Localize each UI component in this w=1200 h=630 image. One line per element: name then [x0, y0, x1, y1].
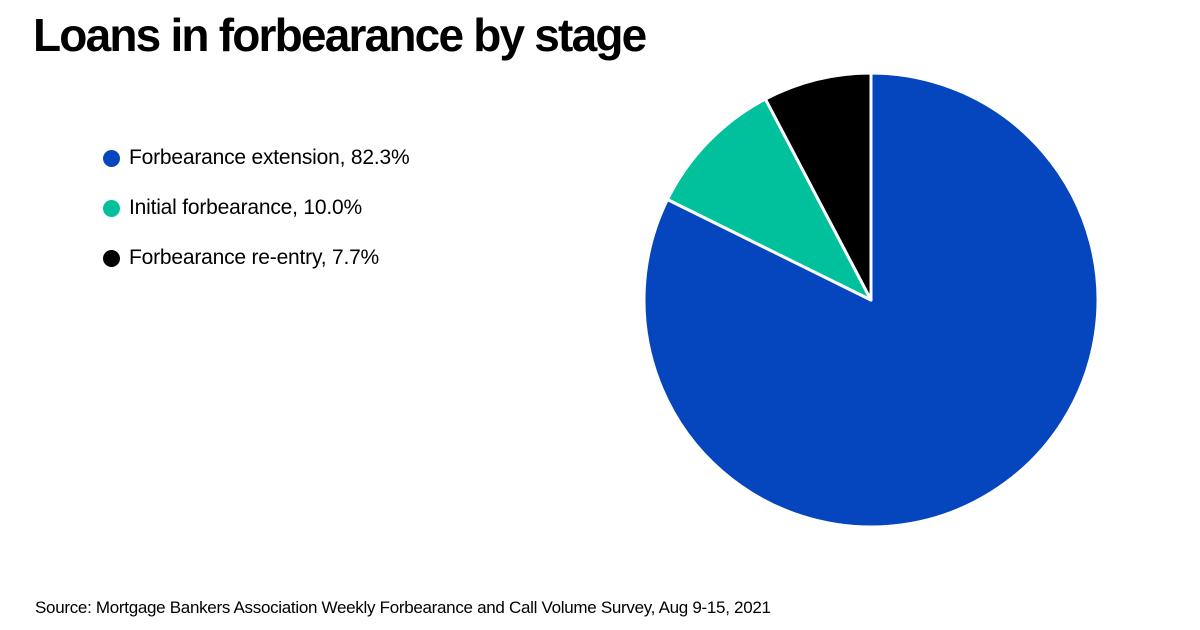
legend-item: Forbearance re-entry, 7.7%: [103, 246, 409, 270]
pie-chart-svg: [642, 71, 1100, 529]
legend-dot-initial-forbearance: [103, 199, 120, 217]
page-title: Loans in forbearance by stage: [33, 9, 647, 61]
legend-item: Initial forbearance, 10.0%: [103, 196, 409, 220]
pie-chart: [641, 70, 1101, 530]
pie-slice-2: [763, 71, 873, 302]
legend-item: Forbearance extension, 82.3%: [103, 146, 410, 170]
legend-dot-forbearance-extension: [103, 149, 120, 167]
legend: Forbearance extension, 82.3% Initial for…: [103, 146, 410, 296]
legend-item-label: Initial forbearance, 10.0%: [129, 196, 362, 219]
legend-item-label: Forbearance extension, 82.3%: [129, 146, 410, 169]
pie-slices: [642, 71, 1100, 529]
source-note: Source: Mortgage Bankers Association Wee…: [35, 598, 771, 617]
legend-item-label: Forbearance re-entry, 7.7%: [129, 246, 380, 269]
legend-dot-forbearance-re-entry: [103, 249, 120, 267]
pie-slice-1: [665, 97, 873, 302]
